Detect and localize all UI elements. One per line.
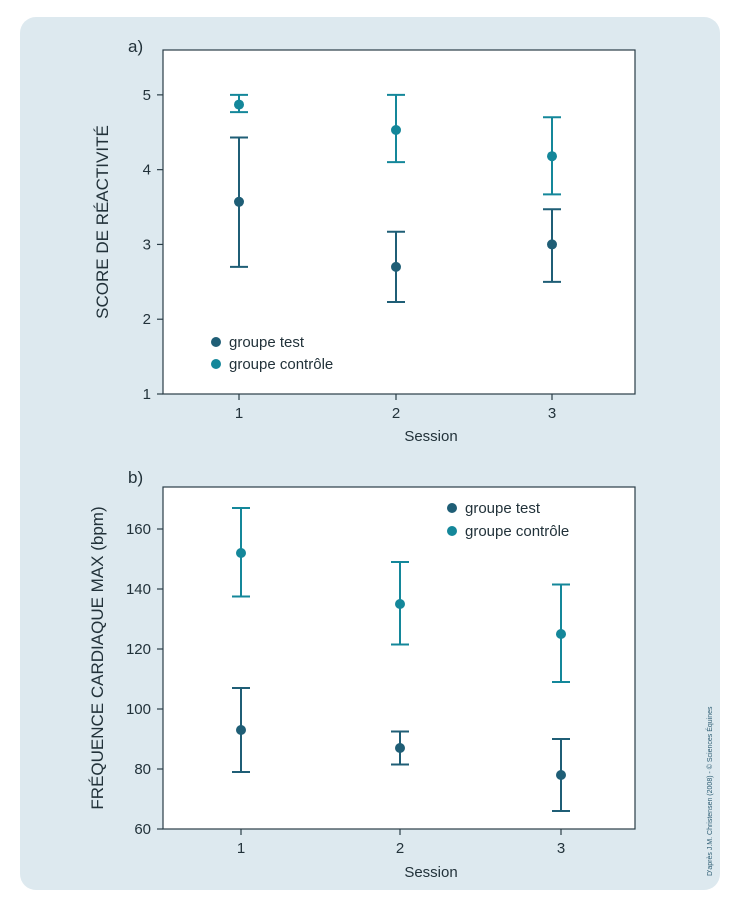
- chart-b-xtick-label: 3: [557, 840, 565, 857]
- chart-a-ylabel: SCORE DE RÉACTIVITÉ: [93, 125, 112, 319]
- chart-a-ytick-label: 4: [143, 162, 151, 179]
- credit-text: D'après J.M. Christensen (2008) - © Scie…: [707, 706, 714, 876]
- chart-b-point-controle: [556, 629, 566, 639]
- chart-b-ytick-label: 80: [134, 761, 151, 778]
- chart-a-ytick-label: 5: [143, 87, 151, 104]
- chart-a-legend-marker: [211, 359, 221, 369]
- chart-b-ytick-label: 140: [126, 581, 151, 598]
- chart-b-point-controle: [395, 599, 405, 609]
- chart-a-point-test: [391, 261, 401, 272]
- chart-a-legend-label: groupe test: [229, 334, 305, 351]
- chart-b-ytick-label: 60: [134, 821, 151, 838]
- chart-b-ytick-label: 100: [126, 701, 151, 718]
- chart-b-xlabel: Session: [404, 864, 457, 881]
- chart-b-point-controle: [236, 548, 246, 558]
- chart-b-panel-label: b): [128, 468, 143, 487]
- chart-b-point-test: [556, 770, 566, 780]
- chart-a-point-test: [234, 196, 244, 207]
- chart-a-xtick-label: 3: [548, 405, 556, 422]
- chart-a-legend-label: groupe contrôle: [229, 356, 333, 373]
- chart-b-point-test: [395, 743, 405, 753]
- chart-a-ytick-label: 1: [143, 386, 151, 403]
- chart-a-panel-label: a): [128, 37, 143, 56]
- chart-b-xtick-label: 2: [396, 840, 404, 857]
- chart-a-point-test: [547, 239, 557, 250]
- chart-a-xtick-label: 2: [392, 405, 400, 422]
- chart-b-legend-label: groupe contrôle: [465, 523, 569, 540]
- chart-a-ytick-label: 2: [143, 311, 151, 328]
- chart-b-legend-marker: [447, 526, 457, 536]
- chart-a-point-controle: [391, 125, 401, 136]
- chart-b-point-test: [236, 725, 246, 735]
- chart-a-xlabel: Session: [404, 428, 457, 445]
- chart-b-xtick-label: 1: [237, 840, 245, 857]
- chart-a-xtick-label: 1: [235, 405, 243, 422]
- chart-b-legend-label: groupe test: [465, 500, 541, 517]
- chart-b-ylabel: FRÉQUENCE CARDIAQUE MAX (bpm): [88, 506, 107, 809]
- chart-b-ytick-label: 120: [126, 641, 151, 658]
- chart-a-point-controle: [547, 151, 557, 162]
- chart-b-ytick-label: 160: [126, 521, 151, 538]
- chart-a-point-controle: [234, 99, 244, 110]
- chart-a-ytick-label: 3: [143, 236, 151, 253]
- chart-b-legend-marker: [447, 503, 457, 513]
- chart-a-legend-marker: [211, 337, 221, 347]
